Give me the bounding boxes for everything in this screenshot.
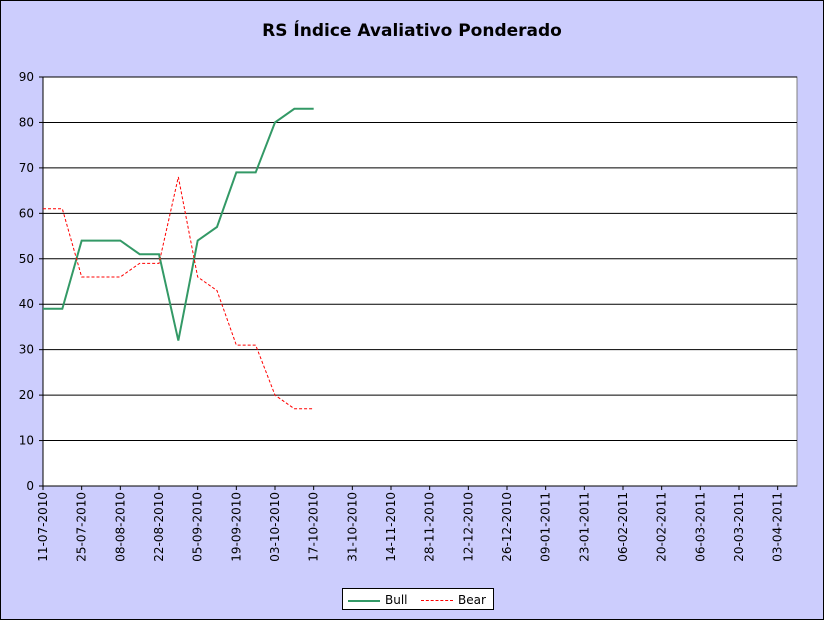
legend-label-bull: Bull — [385, 593, 408, 607]
legend: Bull Bear — [342, 588, 494, 610]
x-tick-label: 05-09-2010 — [191, 492, 205, 562]
x-tick-label: 09-01-2011 — [539, 492, 553, 562]
x-tick-label: 17-10-2010 — [307, 492, 321, 562]
series-layer — [43, 107, 314, 410]
x-axis-ticks: 11-07-2010 25-07-2010 08-08-2010 22-08-2010… — [36, 486, 785, 562]
y-tick-label: 70 — [19, 161, 34, 175]
x-tick-label: 20-02-2011 — [655, 492, 669, 562]
y-tick-label: 10 — [19, 434, 34, 448]
x-tick-label: 03-04-2011 — [771, 492, 785, 562]
legend-swatch-bull — [348, 600, 380, 602]
y-tick-label: 20 — [19, 388, 34, 402]
y-tick-label: 0 — [26, 479, 34, 493]
chart-title: RS Índice Avaliativo Ponderado — [262, 21, 562, 41]
y-tick-label: 60 — [19, 206, 34, 220]
x-tick-label: 14-11-2010 — [384, 492, 398, 562]
x-tick-label: 08-08-2010 — [113, 492, 127, 562]
y-tick-label: 40 — [19, 297, 34, 311]
y-tick-label: 30 — [19, 343, 34, 357]
legend-label-bear: Bear — [458, 593, 486, 607]
plot-area — [42, 76, 798, 487]
x-tick-label: 26-12-2010 — [500, 492, 514, 562]
y-tick-label: 80 — [19, 115, 34, 129]
series-line-bull — [43, 107, 314, 341]
y-axis-ticks: 0 10 20 30 40 50 60 70 80 90 — [19, 70, 43, 493]
x-tick-label: 06-02-2011 — [616, 492, 630, 562]
x-tick-label: 06-03-2011 — [693, 492, 707, 562]
x-tick-label: 25-07-2010 — [75, 492, 89, 562]
y-tick-label: 90 — [19, 70, 34, 84]
gridlines — [43, 76, 797, 442]
x-tick-label: 20-03-2011 — [732, 492, 746, 562]
x-tick-label: 28-11-2010 — [423, 492, 437, 562]
y-tick-label: 50 — [19, 252, 34, 266]
x-tick-label: 12-12-2010 — [461, 492, 475, 562]
x-tick-label: 23-01-2011 — [577, 492, 591, 562]
x-tick-label: 31-10-2010 — [345, 492, 359, 562]
series-line-bear — [43, 176, 314, 410]
legend-swatch-bear — [421, 600, 453, 601]
x-tick-label: 11-07-2010 — [36, 492, 50, 562]
x-tick-label: 19-09-2010 — [229, 492, 243, 562]
x-tick-label: 03-10-2010 — [268, 492, 282, 562]
x-tick-label: 22-08-2010 — [152, 492, 166, 562]
